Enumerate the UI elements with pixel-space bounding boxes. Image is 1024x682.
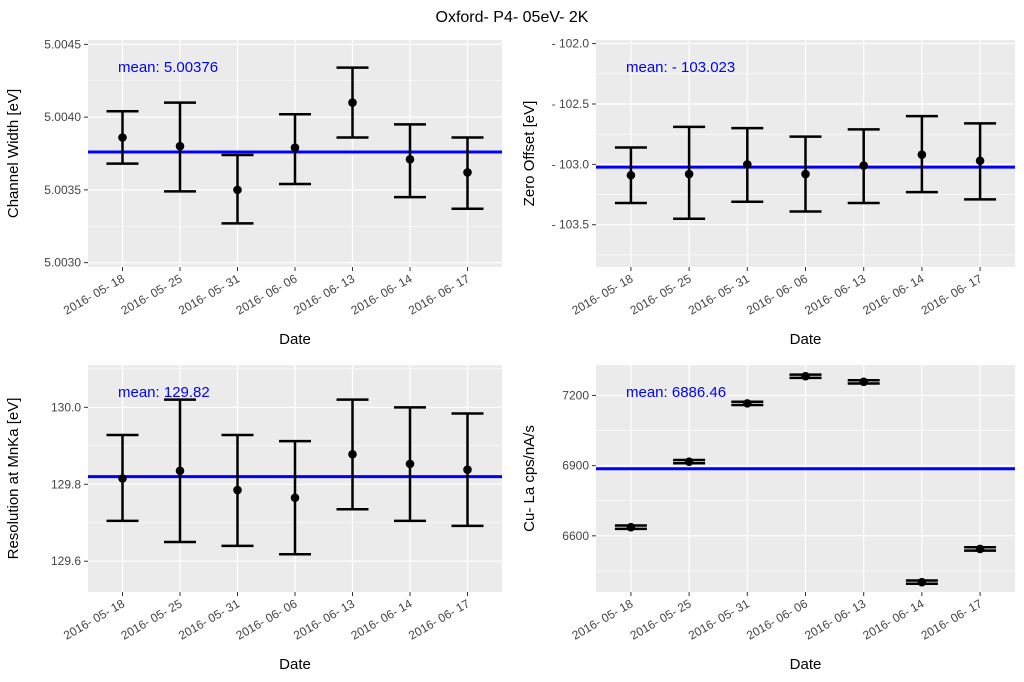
panel-2: - 103.5 - 103.0 - 102.5 - 102.0 2016- 05- 18… — [521, 37, 1015, 348]
x-tick-label: 2016- 05- 31 — [686, 271, 752, 317]
mean-annotation: mean: 129.82 — [118, 384, 210, 401]
data-point — [175, 141, 185, 151]
data-point — [233, 185, 242, 195]
x-tick-label: 2016- 06- 14 — [860, 596, 926, 642]
data-point — [290, 493, 300, 503]
y-tick-label: 130.0 — [51, 400, 81, 414]
x-tick-label: 2016- 05- 25 — [119, 596, 185, 642]
x-tick-label: 2016- 06- 13 — [291, 271, 357, 317]
x-tick-label: 2016- 05- 25 — [119, 271, 185, 317]
x-tick-label: 2016- 05- 31 — [176, 596, 242, 642]
x-tick-label: 2016- 06- 06 — [234, 596, 300, 642]
data-point — [290, 143, 300, 152]
x-tick-label: 2016- 06- 17 — [919, 271, 985, 317]
data-point — [743, 160, 752, 169]
x-tick-label: 2016- 05- 18 — [569, 596, 635, 642]
data-point — [233, 485, 242, 495]
data-point — [405, 155, 415, 164]
mean-annotation: mean: - 103.023 — [626, 59, 735, 76]
y-tick-label: 7200 — [562, 388, 589, 402]
x-tick-label: 2016- 06- 14 — [349, 596, 415, 642]
data-point — [859, 377, 868, 387]
x-tick-label: 2016- 06- 13 — [291, 596, 357, 642]
y-axis-title: Cu- La cps/nA/s — [521, 425, 538, 532]
y-axis-title: Zero Offset [eV] — [521, 101, 538, 207]
data-point — [463, 465, 472, 474]
y-tick-label: 5.0045 — [44, 37, 81, 51]
x-tick-label: 2016- 06- 14 — [860, 271, 926, 317]
y-tick-label: - 102.0 — [552, 37, 590, 51]
data-point — [743, 399, 752, 408]
y-tick-label: 6600 — [562, 529, 589, 543]
data-point — [975, 156, 985, 166]
y-tick-label: 6900 — [562, 459, 589, 473]
y-axis-title: Channel Width [eV] — [5, 89, 22, 218]
x-axis-title: Date — [279, 656, 311, 673]
x-axis-title: Date — [279, 331, 311, 348]
x-tick-label: 2016- 06- 06 — [744, 271, 810, 317]
data-point — [859, 161, 868, 170]
x-tick-label: 2016- 06- 14 — [349, 271, 415, 317]
data-point — [626, 170, 636, 180]
x-tick-label: 2016- 05- 18 — [61, 271, 127, 317]
y-tick-label: - 103.0 — [552, 157, 590, 171]
x-tick-label: 2016- 05- 18 — [61, 596, 127, 642]
data-point — [348, 449, 357, 459]
x-axis-title: Date — [790, 656, 822, 673]
data-point — [684, 169, 694, 179]
data-point — [684, 457, 694, 466]
data-point — [917, 577, 927, 587]
data-point — [917, 150, 927, 160]
y-tick-label: 129.6 — [51, 554, 81, 568]
data-point — [975, 544, 985, 554]
y-axis-title: Resolution at MnKa [eV] — [5, 398, 22, 560]
x-tick-label: 2016- 06- 13 — [802, 596, 868, 642]
data-point — [801, 371, 810, 381]
data-point — [175, 466, 185, 476]
x-tick-label: 2016- 05- 31 — [686, 596, 752, 642]
data-point — [801, 169, 810, 179]
x-tick-label: 2016- 06- 06 — [234, 271, 300, 317]
x-tick-label: 2016- 05- 18 — [569, 271, 635, 317]
x-axis-title: Date — [790, 331, 822, 348]
data-point — [118, 474, 127, 483]
data-point — [405, 459, 415, 469]
data-point — [348, 98, 357, 107]
y-tick-label: 5.0030 — [44, 256, 81, 270]
x-tick-label: 2016- 06- 17 — [406, 596, 472, 642]
data-point — [463, 168, 472, 177]
y-tick-label: 5.0035 — [44, 183, 81, 197]
data-point — [626, 522, 636, 532]
x-tick-label: 2016- 06- 17 — [406, 271, 472, 317]
x-tick-label: 2016- 06- 17 — [919, 596, 985, 642]
x-tick-label: 2016- 05- 31 — [176, 271, 242, 317]
x-tick-label: 2016- 06- 13 — [802, 271, 868, 317]
figure-title: Oxford- P4- 05eV- 2K — [436, 9, 589, 26]
x-tick-label: 2016- 05- 25 — [628, 271, 694, 317]
x-tick-label: 2016- 06- 06 — [744, 596, 810, 642]
y-tick-label: 5.0040 — [44, 110, 81, 124]
x-tick-label: 2016- 05- 25 — [628, 596, 694, 642]
data-point — [118, 133, 127, 142]
y-tick-label: 129.8 — [51, 477, 81, 491]
mean-annotation: mean: 6886.46 — [626, 384, 726, 401]
mean-annotation: mean: 5.00376 — [118, 59, 218, 76]
y-tick-label: - 103.5 — [552, 218, 590, 232]
y-tick-label: - 102.5 — [552, 97, 590, 111]
